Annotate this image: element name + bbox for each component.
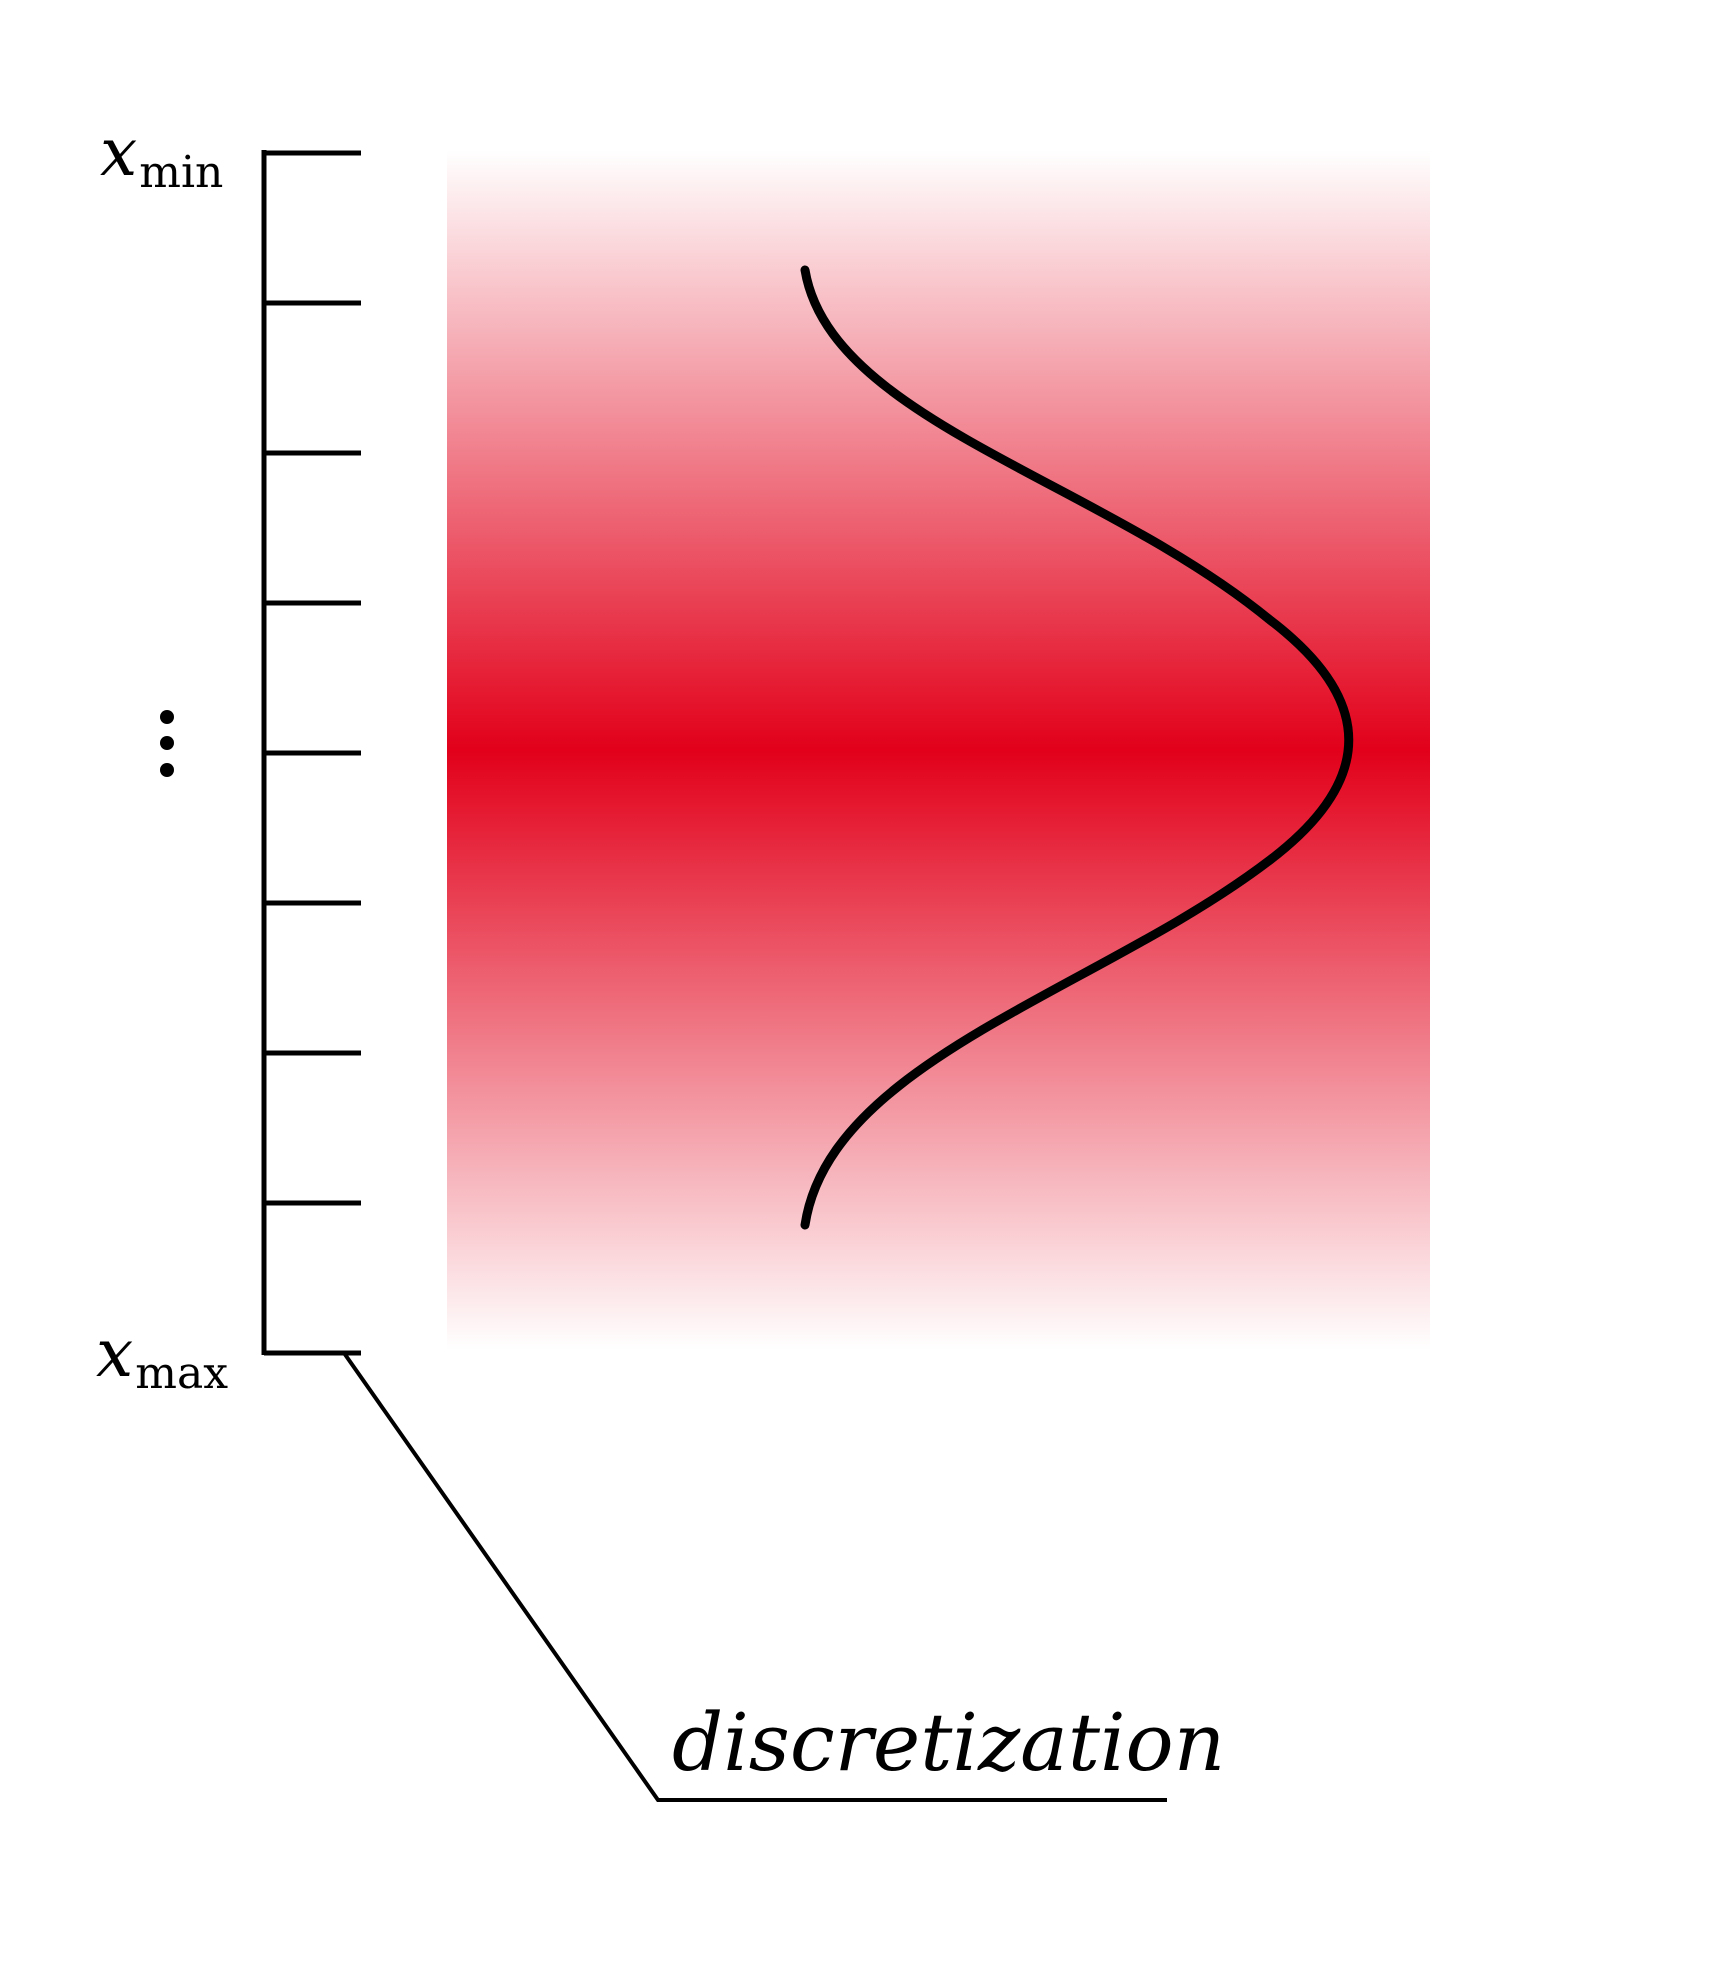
gaussian-curve: [800, 265, 1354, 1230]
x-max-label: xmax: [96, 1315, 228, 1399]
density-gradient-band: [447, 150, 1430, 1350]
discretization-caption: discretization: [672, 1696, 1225, 1789]
vertical-ellipsis-icon: [160, 710, 174, 777]
x-min-label: xmin: [100, 114, 223, 198]
axis-ticks: [264, 150, 361, 1356]
caption-leader-line: [342, 1351, 1167, 1802]
